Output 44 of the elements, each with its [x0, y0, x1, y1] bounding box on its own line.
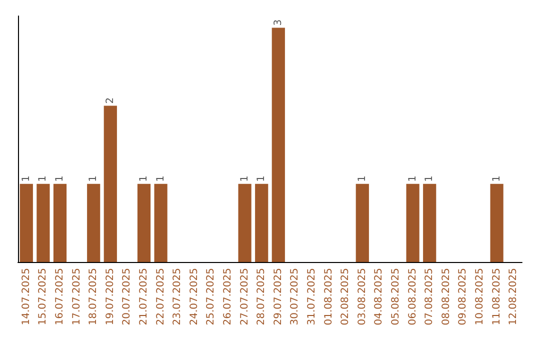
x-tick-label: 22.07.2025 [155, 268, 166, 326]
x-tick-label: 24.07.2025 [188, 268, 200, 326]
data-label: 1 [491, 176, 502, 182]
x-tick-label: 30.07.2025 [290, 268, 301, 326]
x-tick-label: 29.07.2025 [272, 268, 284, 326]
x-tick-label: 15.07.2025 [38, 268, 49, 326]
x-tick-label: 19.07.2025 [104, 268, 116, 326]
x-tick-label: 05.08.2025 [390, 268, 402, 326]
x-tick-label: 21.07.2025 [138, 268, 150, 326]
x-tick-label: 20.07.2025 [122, 268, 133, 326]
data-label: 1 [239, 176, 250, 182]
x-tick-label: 07.08.2025 [424, 268, 436, 326]
x-tick-label: 02.08.2025 [340, 268, 352, 326]
data-label: 1 [424, 176, 436, 182]
data-label: 1 [356, 176, 368, 182]
x-tick-label: 16.07.2025 [54, 268, 66, 326]
data-label: 2 [104, 97, 116, 104]
x-tick-label: 26.07.2025 [222, 268, 234, 326]
data-label: 1 [88, 176, 100, 182]
x-tick-label: 08.08.2025 [440, 268, 452, 326]
x-tick-label: 01.08.2025 [323, 268, 334, 326]
data-label: 1 [38, 176, 49, 182]
data-label: 1 [20, 176, 32, 182]
x-tick-label: 06.08.2025 [407, 268, 418, 326]
x-tick-label: 18.07.2025 [88, 268, 100, 326]
x-tick-label: 03.08.2025 [356, 268, 368, 326]
data-label: 1 [256, 176, 268, 182]
data-label: 1 [407, 176, 418, 182]
x-tick-label: 27.07.2025 [239, 268, 250, 326]
x-tick-label: 04.08.2025 [374, 268, 385, 326]
x-tick-label: 23.07.2025 [172, 268, 184, 326]
x-tick-label: 14.07.2025 [20, 268, 32, 326]
data-label: 1 [54, 176, 66, 182]
x-tick-label: 28.07.2025 [256, 268, 268, 326]
x-tick-label: 25.07.2025 [206, 268, 217, 326]
x-tick-label: 31.07.2025 [306, 268, 318, 326]
x-tick-label: 17.07.2025 [71, 268, 82, 326]
x-tick-label: 10.08.2025 [474, 268, 486, 326]
x-tick-label: 12.08.2025 [508, 268, 520, 326]
x-tick-label: 11.08.2025 [491, 268, 502, 326]
x-tick-label: 09.08.2025 [458, 268, 469, 326]
data-label: 1 [138, 176, 150, 182]
data-label: 1 [155, 176, 166, 182]
data-label: 3 [272, 19, 284, 26]
